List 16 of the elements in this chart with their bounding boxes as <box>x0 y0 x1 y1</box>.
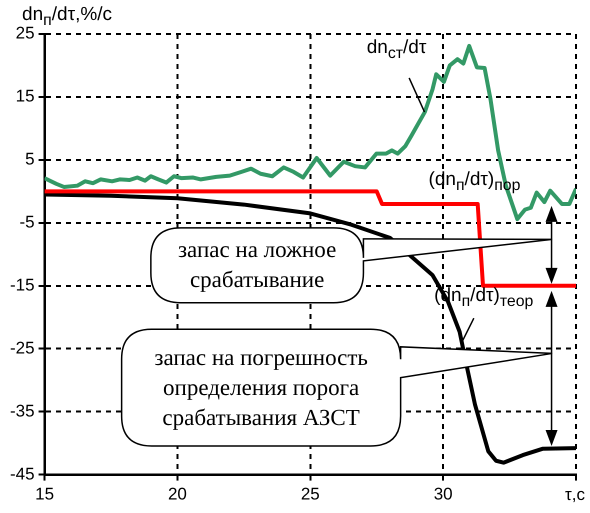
annotation: запас на погрешность определения порога срабатывания АЗСТ <box>153 344 369 432</box>
y-tick-label: -15 <box>10 275 35 294</box>
annotation: dn$_{ст}$/dτ <box>366 37 426 62</box>
y-tick-label: 5 <box>25 150 35 169</box>
y-tick-label: -45 <box>10 464 35 484</box>
y-tick-label: -35 <box>10 401 35 420</box>
x-axis-title: τ,c <box>565 484 585 505</box>
y-tick-label: -5 <box>19 212 35 232</box>
x-tick-label: 30 <box>434 484 453 504</box>
x-tick-label: 25 <box>300 484 320 504</box>
y-tick-label: -25 <box>10 338 35 358</box>
x-tick-label: 20 <box>168 484 187 504</box>
y-tick-label: 15 <box>16 86 35 106</box>
x-tick-label: 15 <box>35 484 54 504</box>
y-tick-label: 25 <box>16 24 35 43</box>
annotation: запас на ложное срабатывание <box>176 236 338 294</box>
